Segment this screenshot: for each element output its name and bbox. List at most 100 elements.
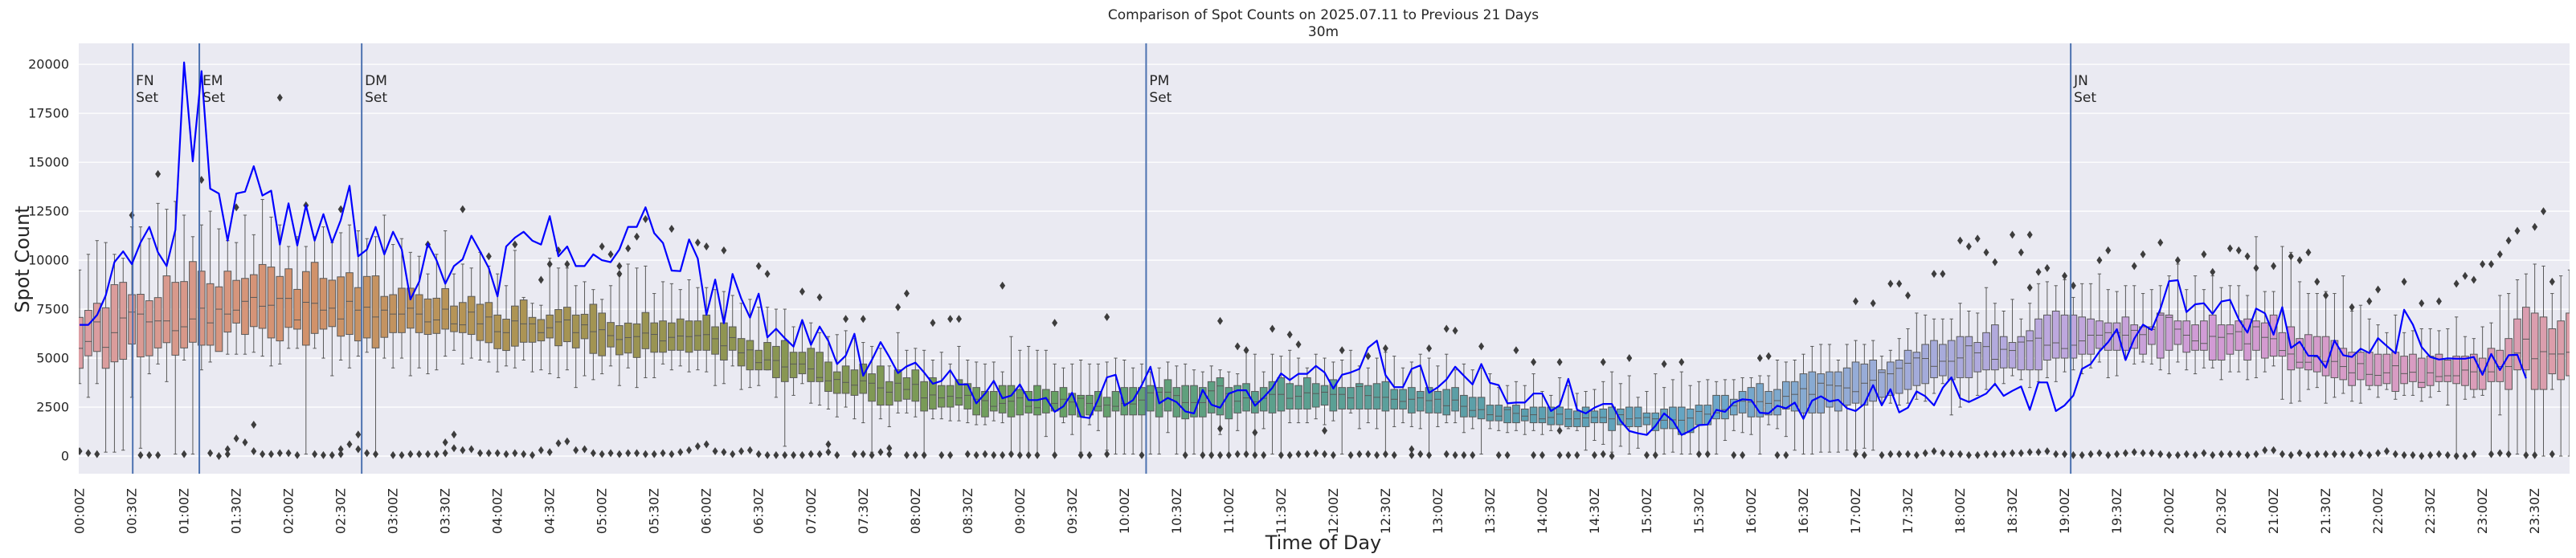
- x-tick-label: 19:00Z: [2057, 488, 2072, 534]
- outlier-point: [2235, 450, 2242, 458]
- outlier-point: [2523, 450, 2529, 459]
- x-axis-ticks: 00:00Z 00:30Z 01:00Z 01:30Z 02:00Z 02:30Z 03:0…: [72, 488, 2543, 534]
- box-iqr: [2008, 342, 2017, 369]
- outlier-point: [2296, 256, 2303, 265]
- outlier-point: [2244, 252, 2251, 261]
- box-iqr: [2435, 353, 2443, 382]
- x-tick-label: 11:00Z: [1221, 488, 1237, 534]
- outlier-point: [494, 449, 501, 458]
- box: [1329, 361, 1338, 422]
- outlier-point: [276, 449, 283, 458]
- outlier-point: [2331, 450, 2337, 458]
- box-iqr: [676, 318, 685, 351]
- outlier-point: [599, 450, 605, 458]
- box-iqr: [2409, 353, 2417, 382]
- box-iqr: [2452, 356, 2460, 385]
- outlier-point: [2166, 450, 2173, 459]
- box: [1764, 375, 1773, 426]
- y-tick-label: 7500: [36, 302, 69, 317]
- box: [1651, 373, 1660, 455]
- outlier-point: [1731, 450, 1737, 459]
- outlier-point: [1565, 450, 1572, 459]
- outlier-point: [390, 450, 396, 459]
- box-iqr: [1660, 408, 1668, 430]
- outlier-point: [1539, 450, 1545, 459]
- outlier-point: [825, 440, 832, 449]
- outlier-point: [651, 450, 657, 458]
- box-iqr: [554, 309, 562, 347]
- box: [232, 242, 240, 355]
- outlier-point: [2349, 303, 2355, 312]
- x-tick-label: 06:00Z: [699, 488, 714, 534]
- outlier-point: [2532, 450, 2538, 459]
- outlier-point: [2279, 450, 2285, 458]
- outlier-point: [468, 445, 475, 454]
- box: [1973, 312, 1982, 396]
- outlier-point: [2062, 271, 2068, 280]
- box-iqr: [1433, 391, 1442, 413]
- box-iqr: [2243, 318, 2251, 360]
- outlier-point: [2462, 452, 2468, 461]
- box: [711, 289, 719, 386]
- box: [2461, 336, 2469, 400]
- outlier-point: [1940, 449, 1946, 458]
- outlier-point: [1852, 450, 1858, 458]
- y-tick-label: 0: [61, 449, 69, 464]
- outlier-point: [2183, 450, 2190, 458]
- box: [1477, 367, 1486, 455]
- box: [2182, 289, 2191, 371]
- box-iqr: [1634, 406, 1642, 427]
- outlier-point: [2018, 449, 2024, 458]
- y-tick-label: 5000: [36, 351, 69, 366]
- outlier-point: [233, 434, 239, 443]
- outlier-point: [2419, 299, 2425, 308]
- box-iqr: [998, 385, 1007, 413]
- outlier-point: [1409, 445, 1415, 454]
- box-iqr: [2034, 318, 2042, 371]
- box: [2260, 291, 2269, 373]
- x-tick-label: 07:30Z: [856, 488, 871, 534]
- outlier-point: [2296, 449, 2303, 458]
- box-iqr: [528, 316, 537, 343]
- box: [789, 326, 798, 396]
- box-iqr: [1399, 389, 1407, 409]
- box-iqr: [1086, 394, 1094, 416]
- box: [398, 238, 406, 359]
- box: [920, 349, 928, 455]
- outlier-point: [512, 449, 518, 458]
- outlier-point: [1052, 319, 1058, 328]
- box-iqr: [2539, 316, 2548, 390]
- box-iqr: [1486, 405, 1494, 422]
- box: [972, 361, 980, 426]
- box: [2051, 285, 2060, 382]
- box: [284, 246, 292, 349]
- box: [101, 242, 110, 453]
- box-iqr: [1147, 385, 1155, 412]
- x-tick-label: 05:30Z: [647, 488, 662, 534]
- outlier-point: [79, 446, 83, 455]
- box: [641, 265, 650, 378]
- y-axis-ticks: 0 2500 5000 7500 10000 12500 15000 17500 20000: [28, 57, 69, 464]
- box-iqr: [84, 310, 92, 356]
- box: [1190, 369, 1198, 455]
- box: [241, 214, 249, 355]
- box-iqr: [1329, 379, 1338, 412]
- box: [1538, 391, 1547, 435]
- outlier-point: [2505, 236, 2512, 245]
- box: [1608, 371, 1616, 453]
- outlier-point: [738, 446, 745, 455]
- box: [1442, 353, 1451, 424]
- box: [2443, 328, 2452, 406]
- x-tick-label: 20:00Z: [2161, 488, 2177, 534]
- outlier-point: [607, 449, 614, 458]
- outlier-point: [2105, 246, 2112, 255]
- y-axis-label: Spot Count: [11, 206, 34, 312]
- box-iqr: [1721, 394, 1729, 420]
- x-tick-label: 09:00Z: [1012, 488, 1028, 534]
- box-iqr: [2191, 324, 2199, 351]
- box: [963, 359, 972, 424]
- box-iqr: [728, 326, 737, 351]
- outlier-point: [1756, 354, 1763, 363]
- box: [145, 238, 153, 375]
- event-label: DM: [365, 73, 387, 89]
